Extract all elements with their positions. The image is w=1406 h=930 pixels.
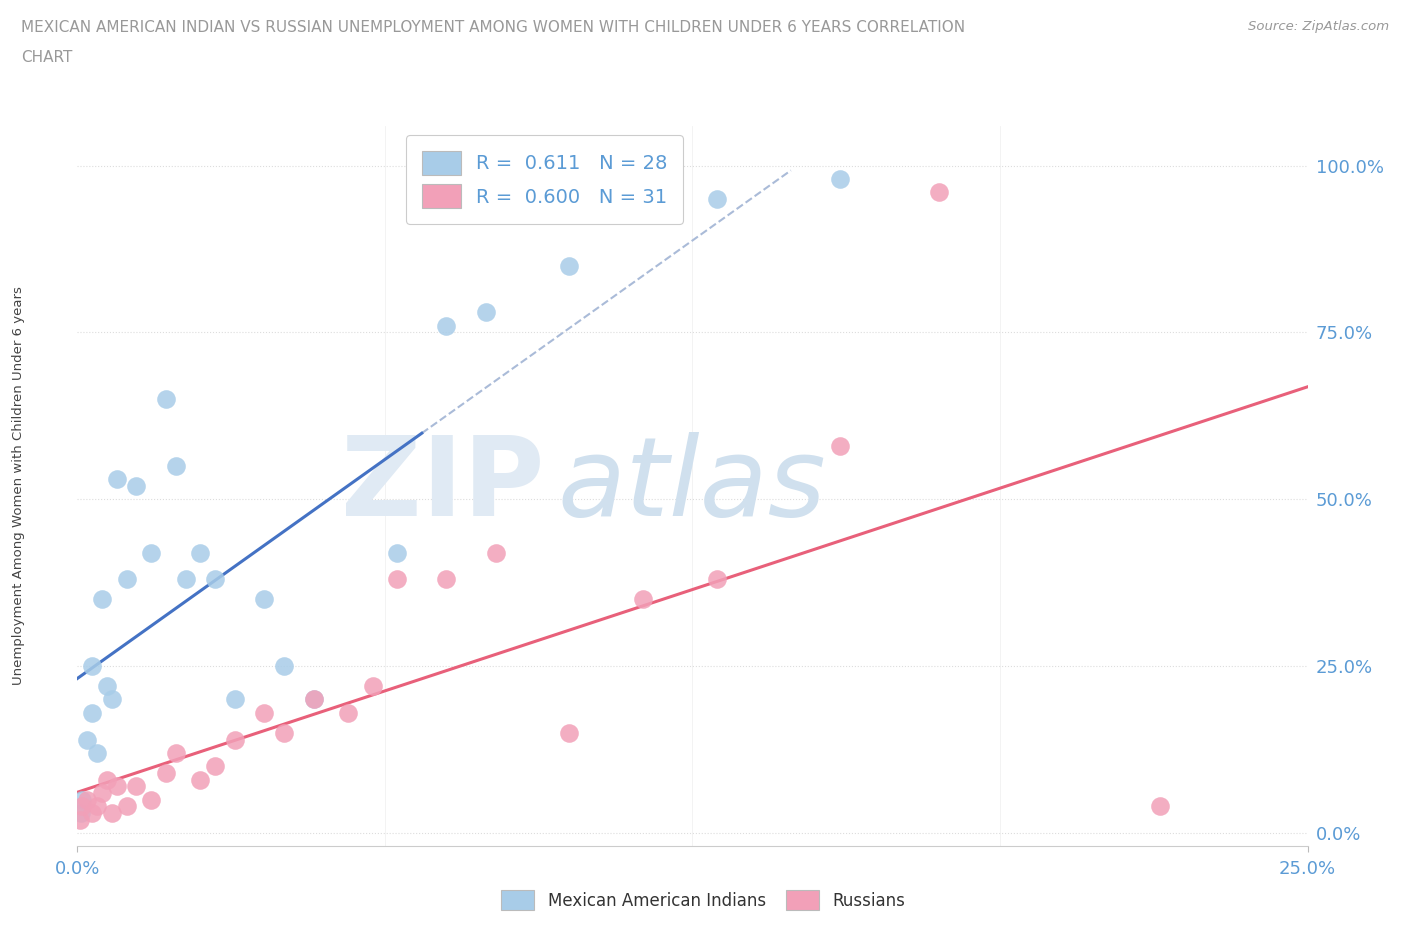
Point (361, 679, 384, 694)
Point (96, 772, 118, 787)
Point (558, 259, 581, 273)
Point (155, 765, 177, 780)
Point (86, 799, 108, 814)
Point (273, 658, 295, 673)
Point (385, 545, 409, 560)
Legend: R =  0.611   N = 28, R =  0.600   N = 31: R = 0.611 N = 28, R = 0.600 N = 31 (406, 135, 683, 223)
Point (633, 591, 655, 606)
Point (273, 725, 295, 740)
Point (188, 545, 212, 560)
Point (475, 305, 498, 320)
Point (188, 772, 212, 787)
Point (165, 746, 187, 761)
Point (70, 792, 93, 807)
Point (101, 805, 124, 820)
Point (253, 705, 276, 720)
Text: Unemployment Among Women with Children Under 6 years: Unemployment Among Women with Children U… (11, 286, 25, 685)
Point (485, 545, 508, 560)
Point (101, 692, 124, 707)
Point (436, 572, 458, 587)
Point (82, 805, 104, 820)
Legend: Mexican American Indians, Russians: Mexican American Indians, Russians (494, 884, 912, 917)
Point (115, 799, 138, 814)
Text: ZIP: ZIP (342, 432, 546, 539)
Point (204, 572, 226, 587)
Point (558, 725, 581, 740)
Point (90, 591, 114, 606)
Point (125, 778, 148, 793)
Point (105, 778, 128, 793)
Point (155, 392, 177, 406)
Text: Source: ZipAtlas.com: Source: ZipAtlas.com (1249, 20, 1389, 33)
Text: MEXICAN AMERICAN INDIAN VS RUSSIAN UNEMPLOYMENT AMONG WOMEN WITH CHILDREN UNDER : MEXICAN AMERICAN INDIAN VS RUSSIAN UNEMP… (21, 20, 965, 35)
Point (141, 792, 163, 807)
Point (82, 705, 104, 720)
Point (337, 705, 360, 720)
Point (174, 572, 197, 587)
Point (830, 438, 852, 453)
Point (302, 692, 325, 707)
Point (125, 479, 148, 494)
Point (105, 472, 128, 486)
Point (86, 746, 108, 761)
Point (385, 572, 409, 587)
Point (90, 786, 114, 801)
Point (82, 658, 104, 673)
Point (69, 812, 91, 827)
Point (830, 171, 852, 186)
Point (96, 679, 118, 694)
Point (165, 458, 187, 473)
Point (76, 792, 98, 807)
Point (706, 192, 728, 206)
Point (115, 572, 138, 587)
Point (928, 185, 950, 200)
Point (70, 799, 93, 814)
Point (224, 692, 246, 707)
Point (1149, 799, 1171, 814)
Point (253, 591, 276, 606)
Point (302, 692, 325, 707)
Point (141, 545, 163, 560)
Point (224, 732, 246, 747)
Point (76, 732, 98, 747)
Point (204, 759, 226, 774)
Text: CHART: CHART (21, 50, 73, 65)
Point (706, 572, 728, 587)
Point (436, 318, 458, 333)
Text: atlas: atlas (557, 432, 825, 539)
Point (70, 805, 93, 820)
